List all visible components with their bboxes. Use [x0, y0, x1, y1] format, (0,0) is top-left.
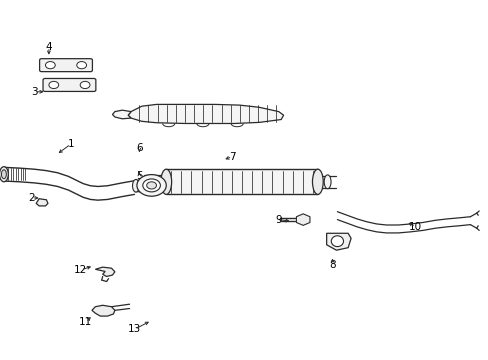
Text: 3: 3 [31, 87, 38, 97]
Ellipse shape [1, 170, 6, 179]
Text: 10: 10 [408, 222, 421, 232]
FancyBboxPatch shape [166, 169, 317, 194]
Text: 5: 5 [136, 171, 142, 181]
Text: 11: 11 [79, 317, 92, 327]
Text: 13: 13 [127, 324, 141, 334]
Ellipse shape [312, 169, 323, 194]
Polygon shape [326, 233, 350, 250]
Circle shape [80, 81, 90, 89]
Polygon shape [112, 110, 131, 119]
Text: 4: 4 [45, 42, 52, 52]
Text: 6: 6 [136, 143, 142, 153]
Text: 9: 9 [275, 215, 282, 225]
Ellipse shape [330, 236, 343, 247]
Text: 12: 12 [74, 265, 87, 275]
Circle shape [137, 175, 166, 196]
Ellipse shape [132, 179, 139, 192]
Circle shape [142, 179, 160, 192]
Circle shape [77, 62, 86, 69]
Polygon shape [296, 214, 309, 225]
Ellipse shape [161, 169, 171, 194]
Polygon shape [95, 267, 115, 276]
Ellipse shape [0, 167, 8, 182]
Circle shape [45, 62, 55, 69]
Text: 2: 2 [28, 193, 35, 203]
Text: 1: 1 [67, 139, 74, 149]
Ellipse shape [324, 175, 330, 189]
Polygon shape [36, 199, 48, 206]
Circle shape [146, 182, 156, 189]
FancyBboxPatch shape [40, 59, 92, 72]
Circle shape [49, 81, 59, 89]
Text: 7: 7 [228, 152, 235, 162]
Text: 8: 8 [328, 260, 335, 270]
FancyBboxPatch shape [43, 78, 96, 91]
Polygon shape [92, 305, 115, 316]
Polygon shape [128, 104, 283, 123]
